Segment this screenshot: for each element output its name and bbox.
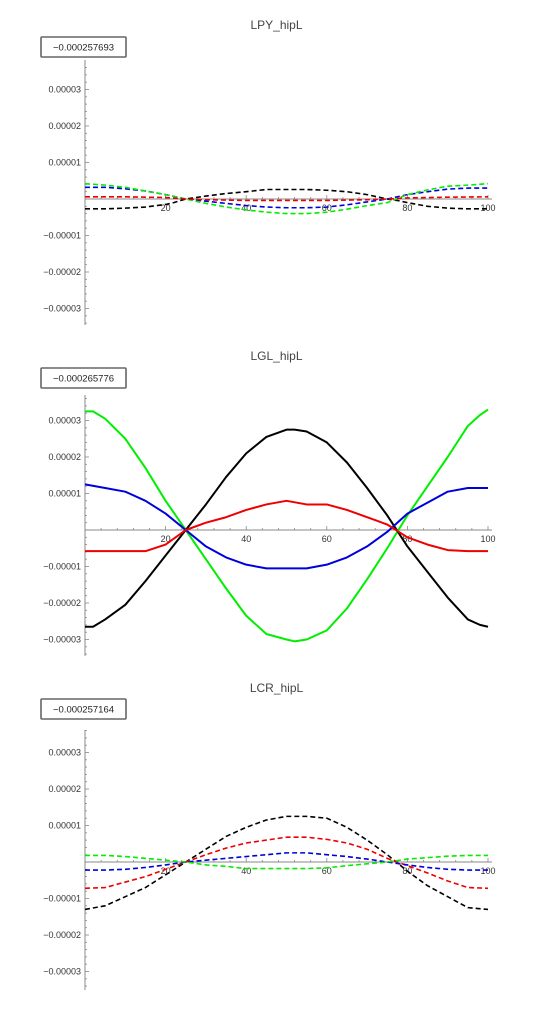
x-tick-label: 40 [241,203,251,213]
y-tick-label: −0.00001 [43,231,81,241]
chart-panel-3: LCR_hipL −0.000257164 0.00003 0.00002 0.0000… [40,681,496,990]
x-tick-label: 60 [322,203,332,213]
y-tick-label: −0.00002 [43,598,81,608]
x-tick-label: 60 [322,866,332,876]
series-line-4 [85,854,488,870]
y-tick-label: 0.00003 [48,85,81,95]
x-tick-label: 20 [161,203,171,213]
series-line-1 [85,408,489,643]
y-tick-label: 0.00001 [48,489,81,499]
y-tick-label: −0.00001 [43,894,81,904]
x-tick-label: 40 [241,534,251,544]
y-tick-label: 0.00001 [48,821,81,831]
y-tick-label: −0.00002 [43,267,81,277]
x-tick-label: 60 [322,534,332,544]
x-tick-label: 20 [161,534,171,544]
y-tick-label: −0.00003 [43,635,81,645]
x-tick-label: 40 [241,866,251,876]
x-tick-label: 100 [480,203,495,213]
y-tick-label: 0.00002 [48,121,81,131]
x-tick-label: 100 [480,534,495,544]
chart-panel-1: LPY_hipL −0.000257693 0.00003 0.00002 0.0000… [40,18,496,325]
series-line-4 [85,196,489,202]
series-line-2 [85,428,489,628]
y-tick-label: 0.00001 [48,158,81,168]
y-tick-label: 0.00003 [48,416,81,426]
x-tick-label: 20 [161,866,171,876]
y-tick-label: −0.00003 [43,304,81,314]
y-tick-label: −0.00001 [43,562,81,572]
y-tick-label: 0.00002 [48,784,81,794]
y-tick-label: 0.00002 [48,452,81,462]
y-tick-label: 0.00003 [48,748,81,758]
chart-title: LPY_hipL [250,18,302,32]
y-tick-label: −0.00002 [43,930,81,940]
value-badge: −0.000257164 [53,705,114,716]
value-badge: −0.000265776 [53,374,114,385]
x-tick-label: 80 [402,203,412,213]
x-tick-label: 80 [402,534,412,544]
chart-panel-2: LGL_hipL −0.000265776 0.00003 0.00002 0.0000… [40,349,496,656]
series-line-4 [85,499,488,553]
series-line-2 [84,836,489,890]
series-line-3 [84,483,488,570]
y-tick-label: −0.00003 [43,967,81,977]
x-tick-label: 100 [480,866,495,876]
value-badge-frame [40,36,127,58]
series-line-1 [84,815,489,911]
value-badge-frame [40,698,127,720]
series-line-1 [85,188,488,210]
chart-title: LGL_hipL [250,349,302,363]
series-line-3 [84,182,489,215]
series-line-3 [85,852,488,871]
chart-title: LCR_hipL [250,681,304,695]
value-badge: −0.000257693 [53,43,114,54]
value-badge-frame [40,367,127,389]
